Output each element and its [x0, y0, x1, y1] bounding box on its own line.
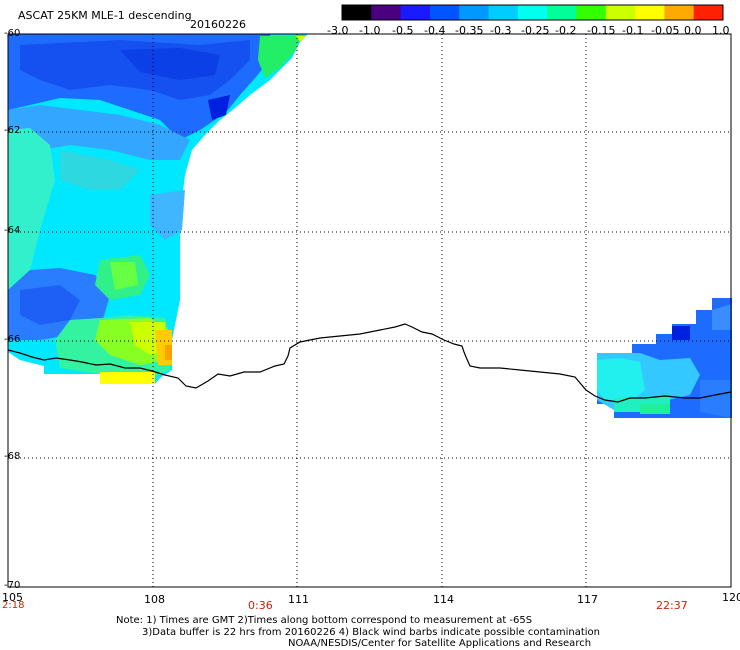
colorbar-block: [576, 5, 607, 20]
graticule: [8, 34, 731, 587]
note-line-3: NOAA/NESDIS/Center for Satellite Applica…: [288, 638, 592, 649]
colorbar-block: [459, 5, 490, 20]
coastline: [7, 323, 732, 403]
colorbar-block: [342, 5, 372, 20]
colorbar-block: [664, 5, 695, 20]
lon-label-108: 108: [144, 593, 165, 606]
colorbar-block: [517, 5, 548, 20]
map-title: ASCAT 25KM MLE-1 descending: [18, 9, 192, 22]
lat-label-64: -64: [4, 225, 21, 236]
colorbar-block: [429, 5, 460, 20]
colorbar-block: [371, 5, 402, 20]
lat-label-62: -62: [4, 125, 21, 136]
time-label-2: 22:37: [656, 599, 688, 612]
lat-label-66: -66: [4, 334, 21, 345]
colorbar-block: [635, 5, 665, 20]
lon-label-114: 114: [433, 593, 454, 606]
colorbar-block: [400, 5, 431, 20]
swath-east: [597, 298, 732, 418]
lat-label-60: -60: [4, 28, 21, 39]
lat-label-70: -70: [4, 580, 21, 591]
lon-label-111: 111: [288, 593, 309, 606]
map-frame: [7, 33, 732, 588]
lat-label-68: -68: [4, 451, 21, 462]
lon-label-120: 120: [722, 591, 740, 604]
colorbar-block: [488, 5, 519, 20]
map-date: 20160226: [190, 18, 246, 31]
note-line-2: 3)Data buffer is 22 hrs from 20160226 4)…: [142, 627, 600, 638]
colorbar-block: [605, 5, 636, 20]
note-line-1: Note: 1) Times are GMT 2)Times along bot…: [116, 615, 533, 626]
lon-label-117: 117: [577, 593, 598, 606]
time-label-0: 2:18: [2, 600, 25, 611]
colorbar-block: [693, 5, 724, 20]
swath-west: [8, 34, 308, 384]
time-label-1: 0:36: [248, 599, 273, 612]
colorbar-block: [547, 5, 577, 20]
lon-label-105: 105: [2, 591, 23, 604]
colorbar: [341, 4, 724, 21]
